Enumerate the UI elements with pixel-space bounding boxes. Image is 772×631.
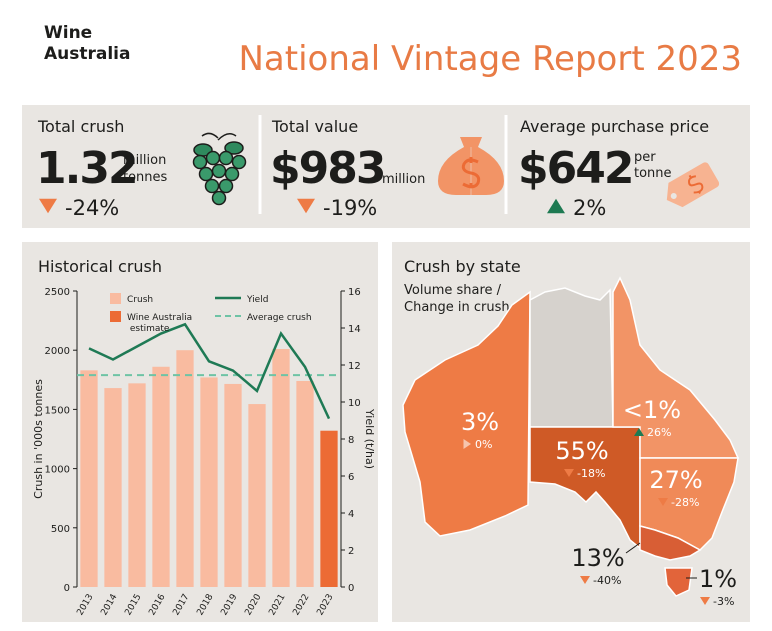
bar [200, 377, 218, 587]
bar [224, 383, 242, 587]
bar [320, 430, 338, 587]
kpi-unit: million [382, 172, 425, 187]
kpi-label: Total crush [37, 117, 124, 136]
state-share: 13% [571, 544, 624, 572]
legend-label: Average crush [247, 313, 312, 323]
y-tick-label: 1000 [45, 465, 70, 476]
legend-label: Yield [246, 295, 268, 305]
state-change: -3% [713, 595, 734, 608]
state-share: 1% [699, 565, 737, 593]
kpi-label: Average purchase price [520, 117, 709, 136]
trend-arrow [39, 198, 57, 214]
state [664, 567, 693, 597]
trend-arrow [580, 576, 590, 584]
state-change: 0% [475, 438, 492, 451]
state-share: 55% [555, 437, 608, 465]
state [639, 525, 702, 561]
y2-tick-label: 16 [348, 287, 361, 298]
kpi-unit: million [123, 153, 166, 168]
trend-arrow [658, 498, 668, 506]
map-subtitle: Change in crush [404, 300, 510, 315]
map-title: Crush by state [404, 257, 521, 276]
bar [176, 350, 194, 587]
bar [80, 370, 98, 587]
bar [272, 349, 290, 587]
bar [104, 388, 122, 587]
trend-arrow [463, 439, 471, 449]
y-tick-label: 1500 [45, 405, 70, 416]
legend-swatch [110, 293, 121, 304]
y2-tick-label: 10 [348, 398, 361, 409]
state [402, 290, 531, 537]
kpi-value: $983 [270, 143, 384, 194]
y-tick-label: 0 [64, 583, 70, 594]
state-share: <1% [623, 396, 681, 424]
kpi-change: 2% [573, 196, 606, 220]
kpi-label: Total value [271, 117, 358, 136]
bar [152, 366, 170, 587]
legend-label: Crush [127, 295, 153, 305]
y2-tick-label: 0 [348, 583, 354, 594]
bar [248, 404, 266, 587]
y2-tick-label: 8 [348, 435, 354, 446]
state [612, 276, 740, 459]
trend-arrow [547, 198, 565, 214]
y2-tick-label: 6 [348, 472, 354, 483]
state [529, 287, 614, 428]
kpi-value: $642 [518, 143, 632, 194]
money-bag-icon [438, 137, 504, 195]
line [88, 322, 331, 420]
chart-title: Historical crush [38, 257, 162, 276]
map-subtitle: Volume share / [404, 283, 502, 298]
kpi-change: -19% [323, 196, 377, 220]
trend-arrow [297, 198, 315, 214]
trend-arrow [634, 428, 644, 436]
legend-swatch [110, 311, 121, 322]
state-share: 27% [649, 466, 702, 494]
kpi-unit: tonnes [123, 170, 168, 185]
y2-axis-title: Yield (t/ha) [363, 408, 376, 469]
logo-text: Wine [44, 23, 92, 43]
y-tick-label: 2000 [45, 346, 70, 357]
y-tick-label: 2500 [45, 287, 70, 298]
y2-tick-label: 12 [348, 361, 361, 372]
y-tick-label: 500 [51, 524, 70, 535]
kpi-change: -24% [65, 196, 119, 220]
y-axis-title: Crush in '000s tonnes [32, 379, 45, 499]
trend-arrow [700, 597, 710, 605]
state-change: -28% [671, 496, 699, 509]
kpi-unit: per [634, 150, 656, 165]
bar [296, 380, 314, 587]
state-change: -18% [577, 467, 605, 480]
state-change: 26% [647, 426, 671, 439]
state-share: 3% [461, 408, 499, 436]
grapes-icon [192, 132, 247, 206]
y2-tick-label: 2 [348, 546, 354, 557]
y2-tick-label: 14 [348, 324, 361, 335]
legend-label: Wine Australia estimate [127, 313, 192, 334]
trend-arrow [564, 469, 574, 477]
state-change: -40% [593, 574, 621, 587]
logo-text: Australia [44, 44, 131, 64]
leader-line [625, 542, 641, 554]
kpi-value: 1.32 [36, 143, 137, 194]
bar [128, 383, 146, 587]
y2-tick-label: 4 [348, 509, 354, 520]
page-title: National Vintage Report 2023 [238, 39, 742, 79]
kpi-unit: tonne [634, 166, 672, 181]
kpi-panel [22, 105, 750, 228]
price-tag-icon [666, 162, 720, 208]
